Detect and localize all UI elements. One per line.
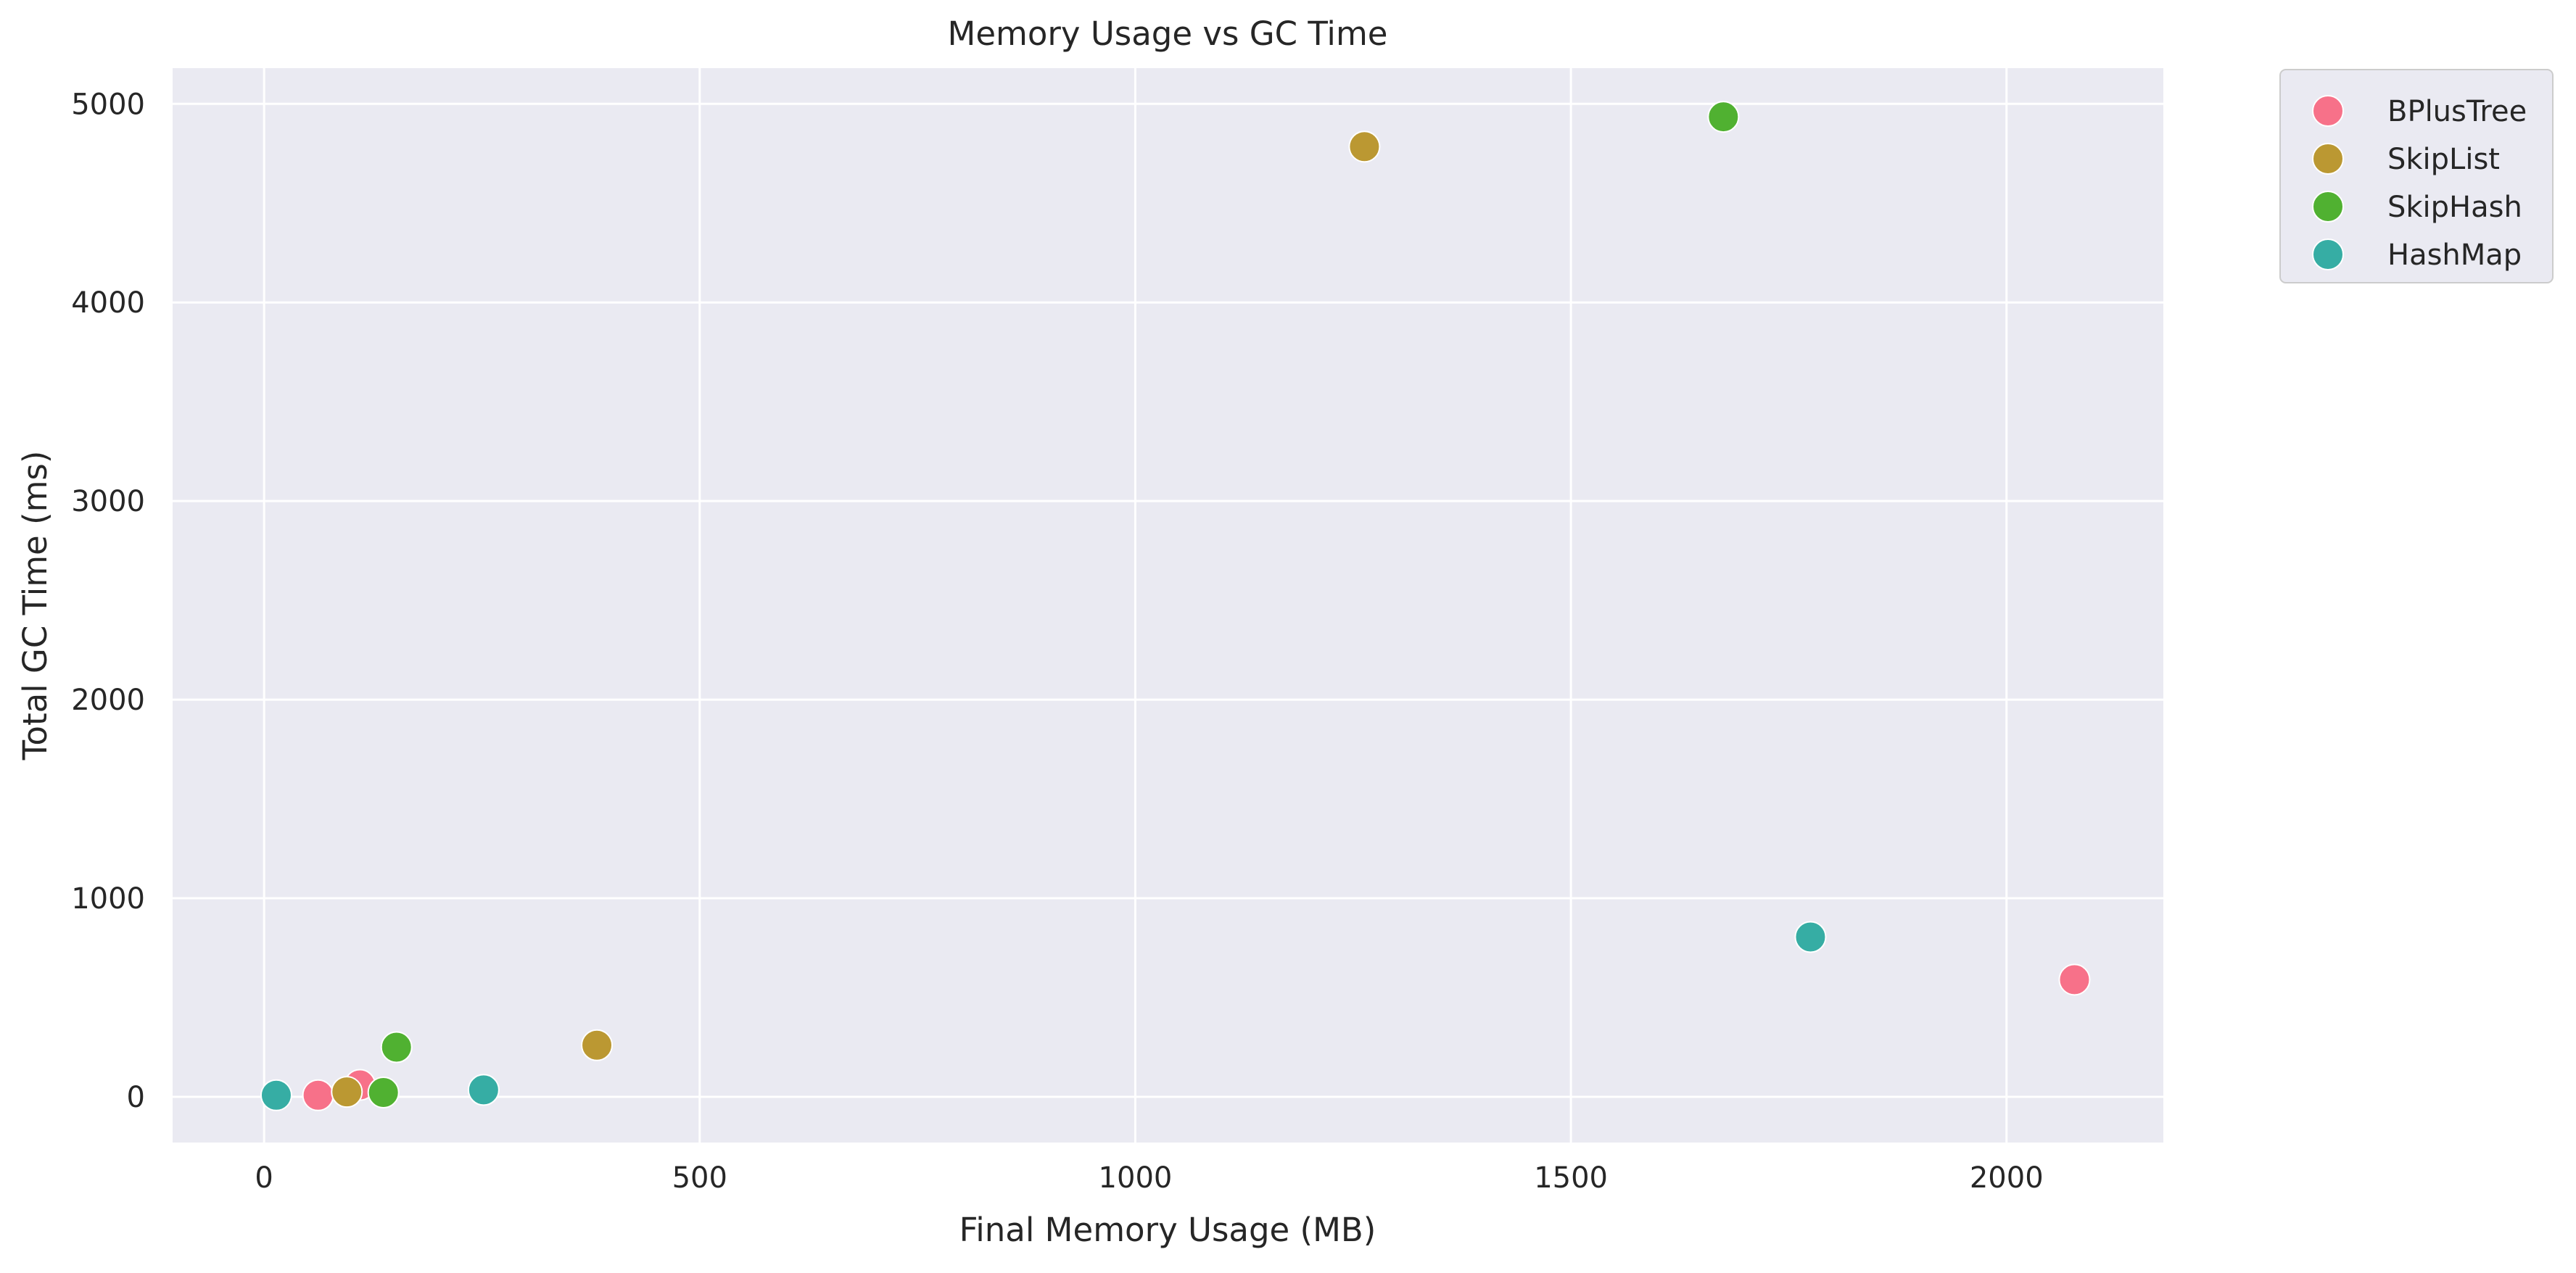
x-tick-label: 2000 (1970, 1161, 2044, 1195)
data-point-skiplist (1348, 130, 1381, 163)
y-tick-label: 1000 (71, 882, 145, 916)
legend-marker-bplustree (2312, 95, 2344, 127)
x-tick-label: 1500 (1534, 1161, 1608, 1195)
data-point-hashmap (467, 1074, 500, 1106)
data-point-skiplist (581, 1029, 614, 1061)
x-tick-label: 500 (672, 1161, 727, 1195)
x-tick-label: 0 (255, 1161, 273, 1195)
data-point-hashmap (1794, 921, 1827, 953)
legend: BPlusTree SkipList SkipHash HashMap (2279, 69, 2554, 283)
data-point-bplustree (302, 1079, 334, 1111)
legend-label-skiplist: SkipList (2387, 143, 2500, 176)
x-tick-label: 1000 (1099, 1161, 1173, 1195)
data-point-hashmap (260, 1079, 292, 1111)
y-tick-label: 5000 (71, 88, 145, 121)
gridlines (173, 68, 2163, 1143)
y-tick-label: 3000 (71, 485, 145, 518)
legend-label-bplustree: BPlusTree (2387, 95, 2527, 128)
data-point-skiplist (331, 1076, 363, 1108)
x-tick-labels: 0 500 1000 1500 2000 (255, 1161, 2043, 1195)
legend-marker-skiplist (2312, 143, 2344, 175)
legend-label-skiphash: SkipHash (2387, 191, 2522, 224)
y-tick-label: 4000 (71, 286, 145, 320)
chart-title: Memory Usage vs GC Time (948, 14, 1388, 53)
plot-background (173, 68, 2163, 1143)
legend-frame (2279, 69, 2554, 283)
data-point-skiphash (367, 1076, 400, 1108)
data-point-skiphash (1707, 101, 1740, 133)
y-tick-label: 0 (127, 1081, 145, 1114)
y-tick-label: 2000 (71, 684, 145, 717)
legend-marker-hashmap (2312, 239, 2344, 270)
data-point-bplustree (2058, 963, 2091, 996)
data-point-skiphash (380, 1031, 413, 1063)
legend-items: BPlusTree SkipList SkipHash HashMap (2312, 95, 2527, 272)
y-tick-labels: 0 1000 2000 3000 4000 5000 (71, 88, 145, 1114)
legend-label-hashmap: HashMap (2387, 239, 2522, 272)
x-axis-label: Final Memory Usage (MB) (959, 1211, 1376, 1249)
legend-marker-skiphash (2312, 191, 2344, 223)
data-points (260, 101, 2091, 1111)
y-axis-label: Total GC Time (ms) (16, 451, 54, 761)
